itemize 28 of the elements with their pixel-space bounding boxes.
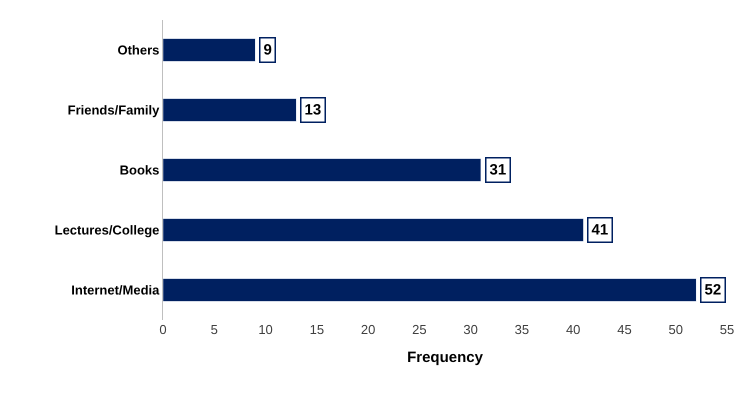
y-tick-label: Friends/Family xyxy=(68,102,160,118)
bar xyxy=(163,218,584,242)
x-tick-label: 5 xyxy=(210,322,218,337)
y-tick-label: Internet/Media xyxy=(71,282,160,298)
data-label: 13 xyxy=(304,102,322,118)
x-axis-title: Frequency xyxy=(407,349,484,366)
bar xyxy=(163,98,297,122)
x-tick-label: 0 xyxy=(159,322,167,337)
x-tick-label: 55 xyxy=(720,322,734,337)
bar xyxy=(163,158,482,182)
x-tick-label: 10 xyxy=(258,322,273,337)
y-tick-label: Others xyxy=(117,42,160,58)
x-tick-label: 40 xyxy=(566,322,580,337)
data-label: 9 xyxy=(264,42,272,58)
x-tick-label: 45 xyxy=(617,322,632,337)
bar xyxy=(163,38,256,62)
data-label: 52 xyxy=(704,282,722,298)
y-tick-label: Lectures/College xyxy=(54,222,160,238)
bar xyxy=(163,278,696,302)
data-label: 31 xyxy=(490,162,506,178)
x-tick-label: 25 xyxy=(412,322,427,337)
y-tick-label: Books xyxy=(120,162,160,178)
x-tick-label: 30 xyxy=(463,322,478,337)
data-label: 41 xyxy=(592,222,608,238)
x-tick-label: 15 xyxy=(310,322,324,337)
x-tick-label: 50 xyxy=(668,322,683,337)
x-tick-label: 20 xyxy=(360,322,376,337)
x-tick-label: 35 xyxy=(514,322,530,337)
